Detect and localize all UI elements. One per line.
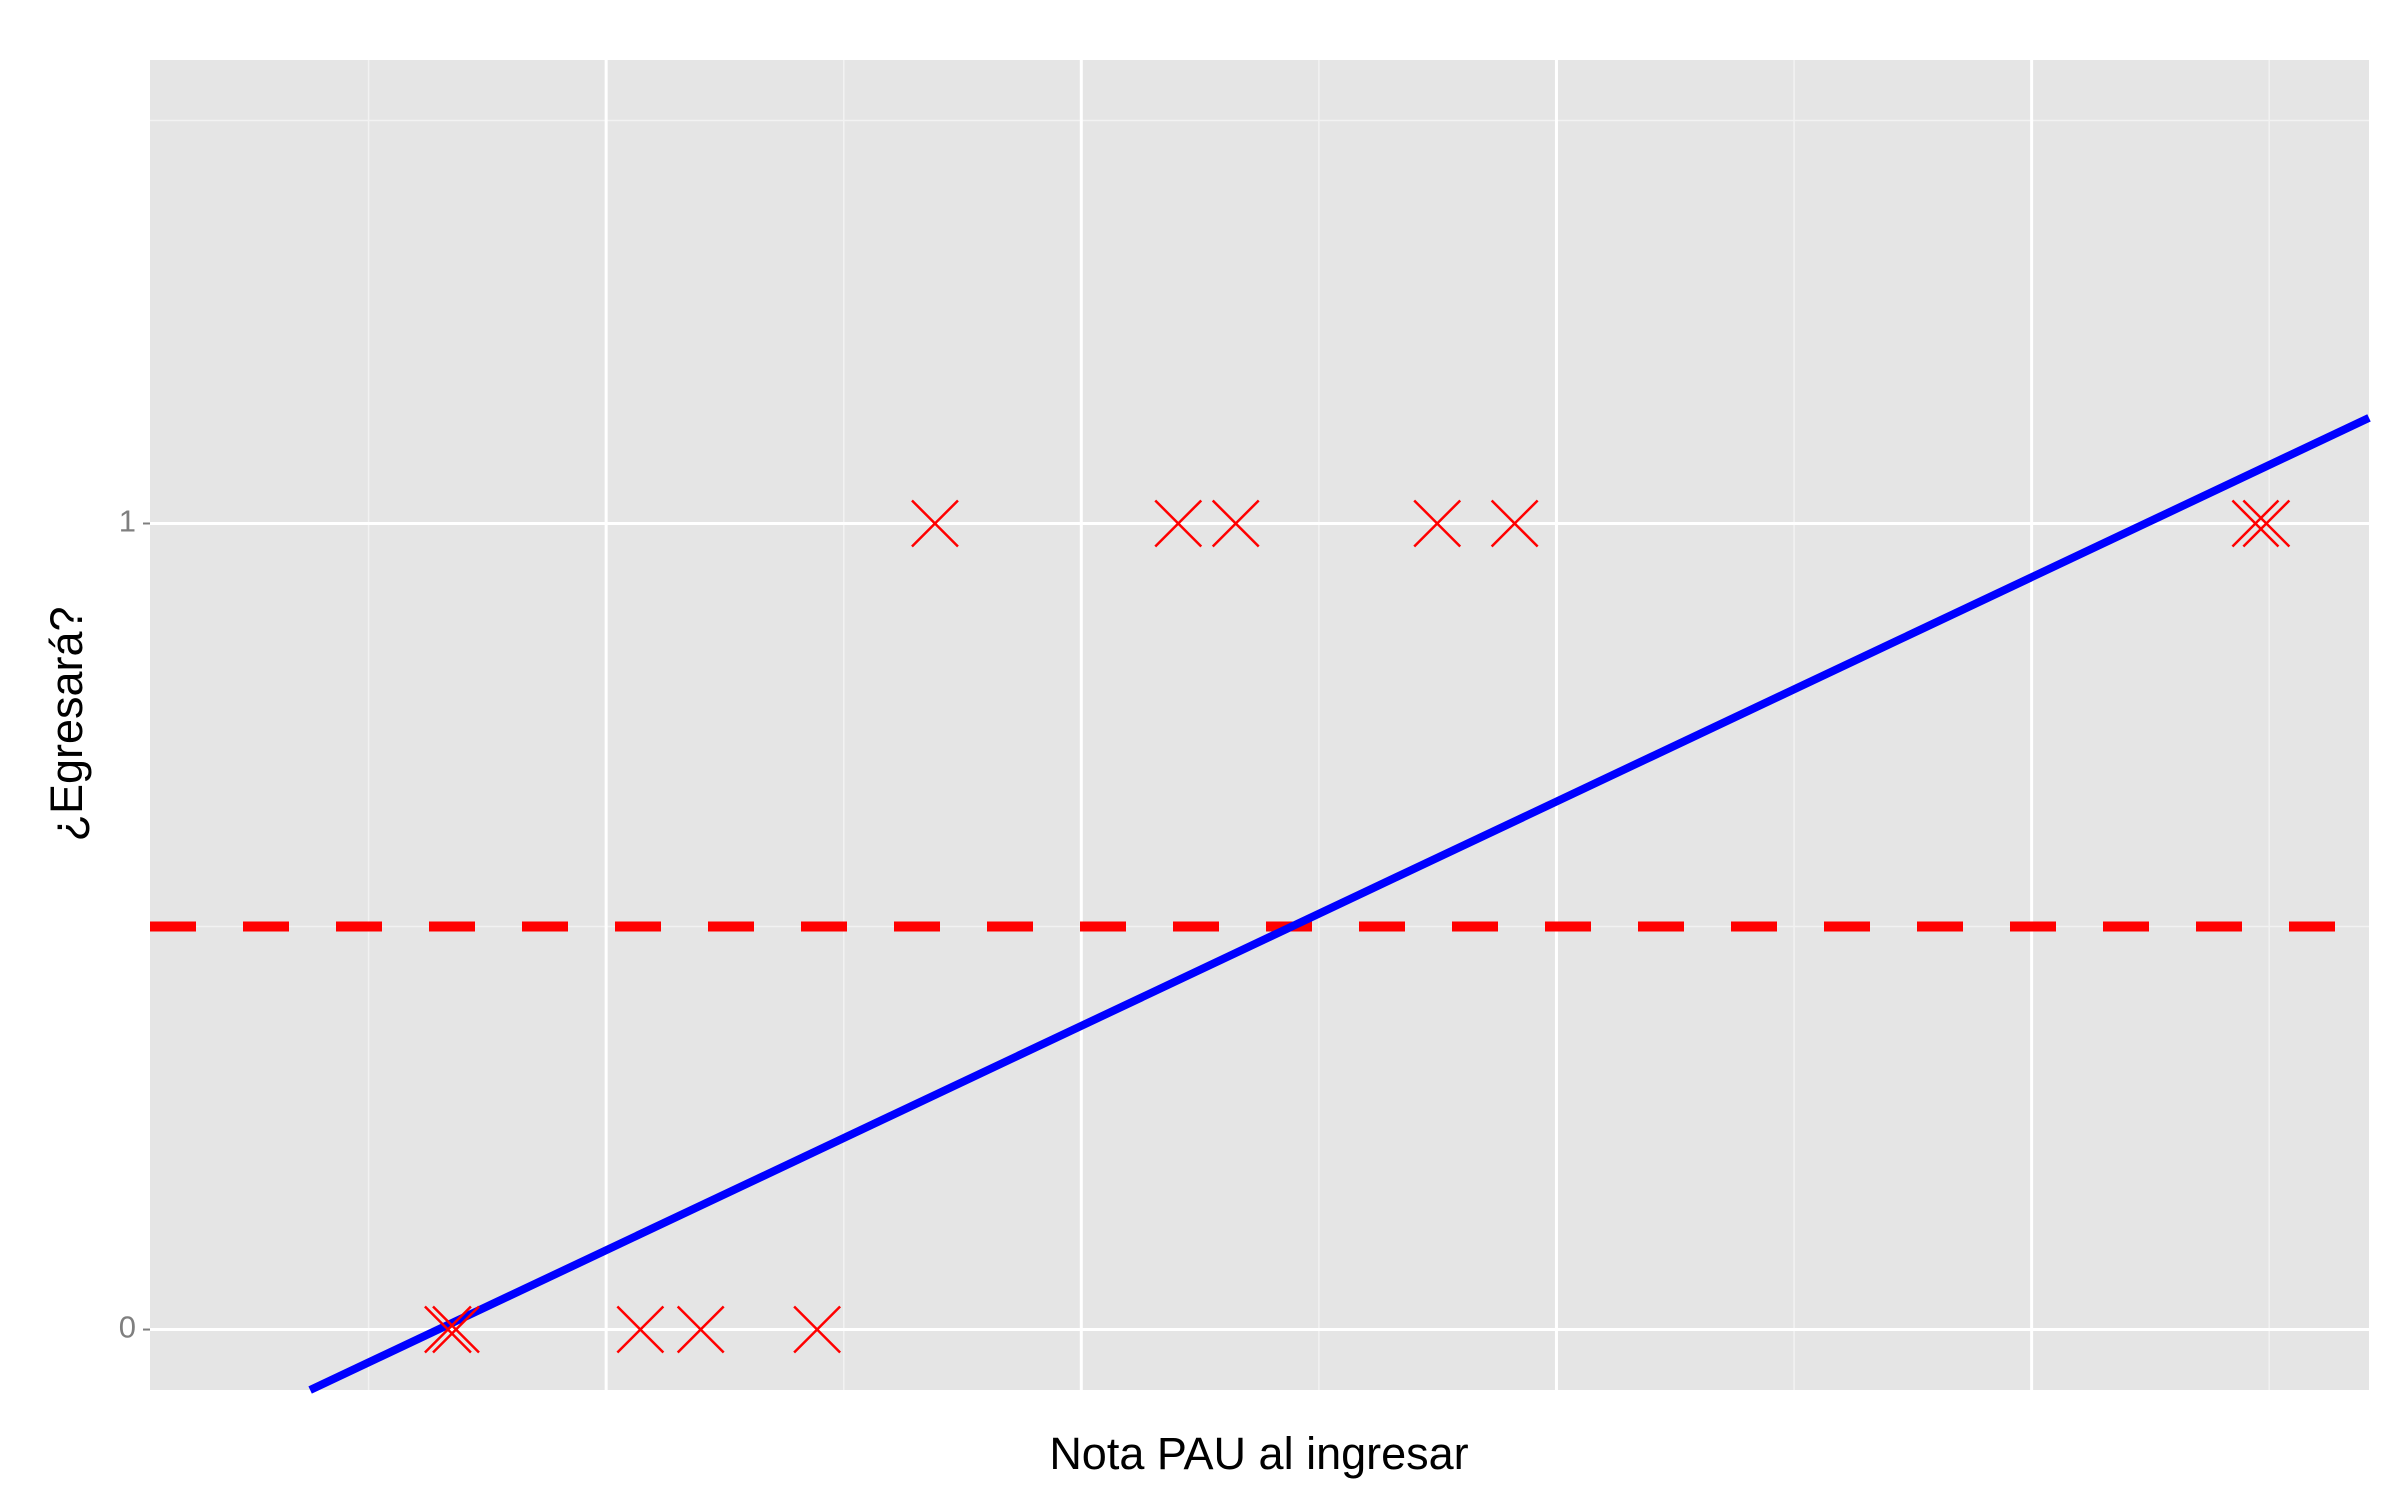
marker [2242, 499, 2291, 548]
marker [616, 1305, 665, 1354]
marker [1211, 499, 1260, 548]
marker [1490, 499, 1539, 548]
y-tick-label: 1 [119, 504, 136, 539]
marker [432, 1305, 480, 1354]
y-tick-label: 0 [119, 1310, 136, 1345]
marker [793, 1305, 842, 1354]
y-axis-label: ¿Egresará? [41, 606, 92, 841]
fit-line [308, 414, 2371, 1394]
marker [911, 499, 959, 548]
marker [676, 1305, 725, 1354]
marker [424, 1305, 472, 1354]
x-axis-label: Nota PAU al ingresar [1049, 1428, 1468, 1479]
plot-background [150, 60, 2369, 1390]
marker [1413, 499, 1462, 548]
marker [1154, 499, 1203, 548]
marker [2231, 499, 2280, 548]
